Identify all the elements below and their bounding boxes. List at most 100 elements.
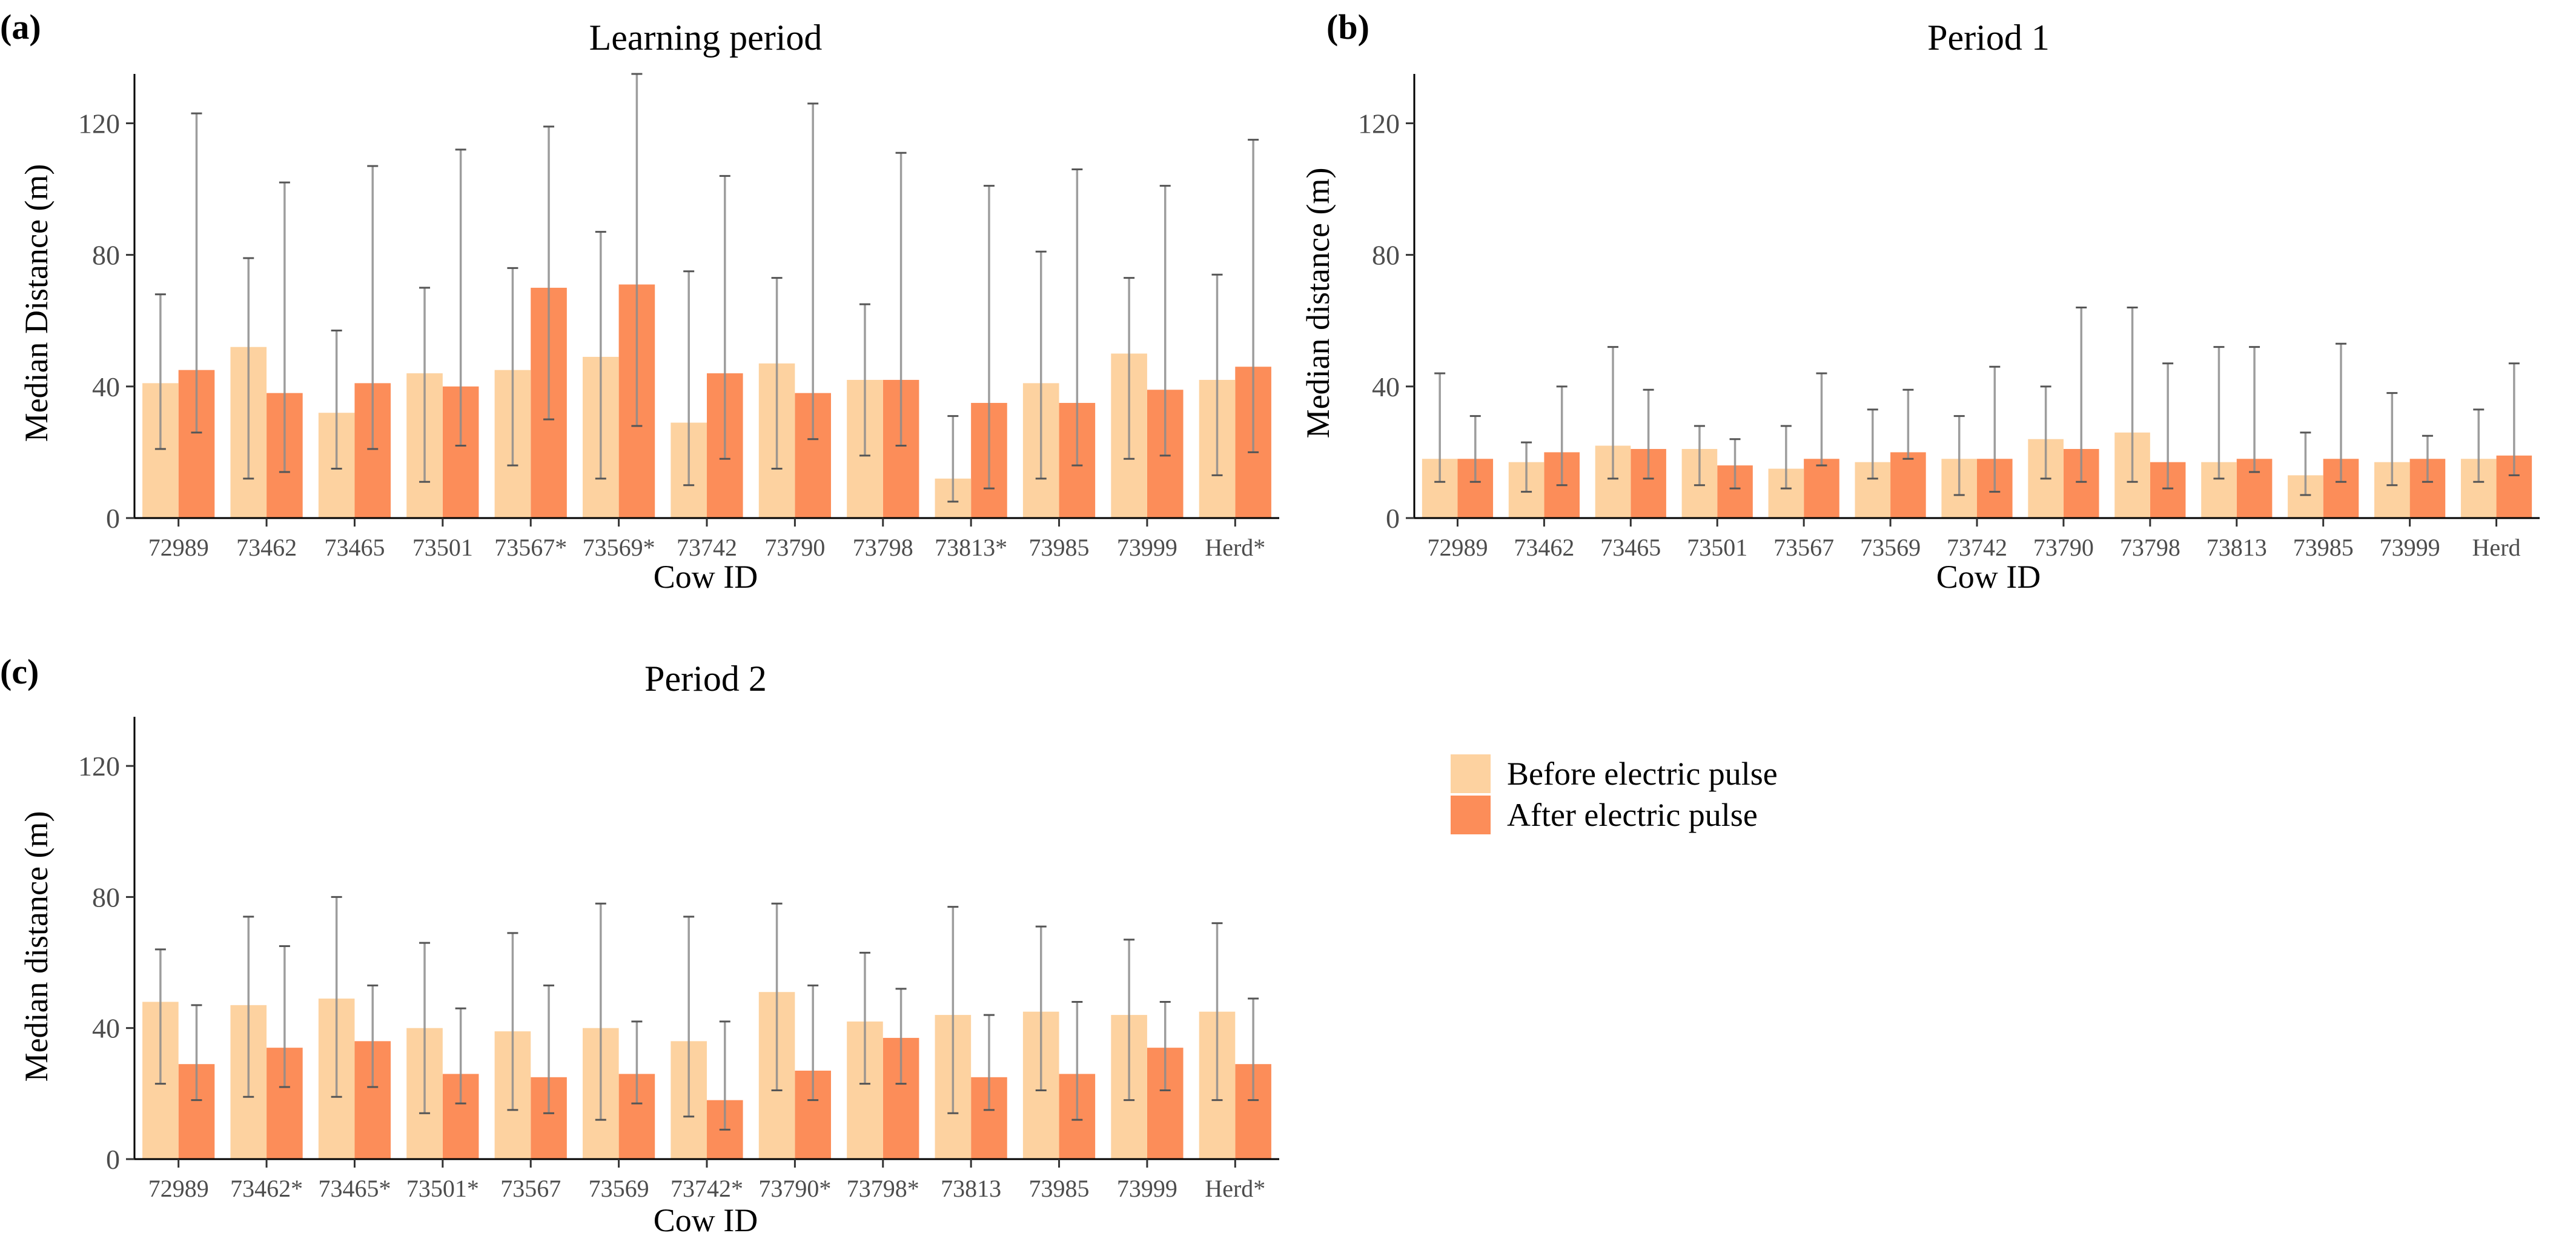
- error-bar-after: [1729, 438, 1741, 490]
- error-bar-after: [1071, 1000, 1083, 1121]
- error-bar-after: [719, 175, 730, 460]
- chart-panel-period-2: (c) Period 2 Median distance (m) Cow ID …: [0, 652, 1279, 1238]
- error-bar-after: [2508, 362, 2520, 476]
- x-tick-label: 73465: [324, 534, 385, 561]
- error-bar-after: [807, 984, 819, 1102]
- panel-tag: (a): [0, 7, 41, 47]
- error-bar-before: [2300, 431, 2311, 496]
- x-tick-label: 73742*: [670, 1175, 743, 1202]
- error-bar-before: [1780, 425, 1792, 490]
- x-tick-label: 72989: [148, 534, 209, 561]
- error-bar-before: [771, 277, 783, 470]
- error-bar-before: [2386, 392, 2398, 487]
- error-bar-before: [243, 916, 254, 1098]
- x-tick-label: 73462: [1514, 534, 1574, 561]
- y-tick-label: 40: [92, 371, 120, 402]
- error-bar-before: [859, 951, 870, 1085]
- legend-swatch-before: [1451, 754, 1491, 793]
- x-tick-label: 73790: [2033, 534, 2094, 561]
- y-tick-label: 120: [78, 751, 120, 782]
- x-tick-label: 73742: [1947, 534, 2007, 561]
- error-bar-after: [2335, 342, 2346, 483]
- error-bar-before: [331, 896, 342, 1098]
- error-bar-after: [279, 945, 290, 1088]
- x-tick-label: 73999: [1117, 1175, 1177, 1202]
- y-tick-label: 0: [106, 503, 120, 534]
- x-tick-label: 73567: [500, 1175, 561, 1202]
- error-bar-before: [683, 270, 695, 487]
- error-bar-after: [367, 984, 379, 1088]
- error-bar-after: [983, 185, 995, 490]
- error-bar-before: [1867, 408, 1878, 480]
- error-bar-before: [243, 257, 254, 480]
- legend: Before electric pulse After electric pul…: [1451, 754, 1778, 834]
- error-bar-after: [895, 988, 907, 1085]
- x-tick-label: 73813*: [935, 534, 1007, 561]
- error-bar-before: [947, 415, 959, 503]
- error-bar-before: [2473, 408, 2485, 483]
- x-tick-label: 73462*: [230, 1175, 303, 1202]
- x-tick-label: 73567: [1773, 534, 1834, 561]
- x-tick-label: Herd: [2472, 534, 2521, 561]
- x-tick-label: Herd*: [1205, 534, 1265, 561]
- error-bar-after: [191, 112, 202, 434]
- error-bar-after: [631, 73, 643, 427]
- y-tick-label: 0: [106, 1144, 120, 1175]
- error-bar-after: [1989, 365, 2001, 493]
- error-bar-after: [455, 1007, 466, 1105]
- error-bar-before: [1521, 441, 1532, 493]
- error-bar-before: [947, 906, 959, 1114]
- x-tick-label: 73790*: [758, 1175, 831, 1202]
- error-bar-before: [331, 330, 342, 470]
- error-bar-after: [191, 1004, 202, 1102]
- chart-title: Period 1: [1927, 18, 2050, 58]
- x-tick-label: 73742: [677, 534, 737, 561]
- x-tick-label: 73798: [853, 534, 913, 561]
- x-tick-label: 73501: [1687, 534, 1747, 561]
- y-tick-label: 80: [92, 240, 120, 271]
- x-tick-label: 73569: [589, 1175, 649, 1202]
- error-bar-before: [2213, 346, 2225, 480]
- error-bar-after: [1902, 388, 1914, 460]
- x-tick-label: 73985: [1029, 534, 1090, 561]
- error-bar-after: [543, 984, 555, 1114]
- y-tick-label: 80: [1372, 240, 1400, 271]
- x-tick-label: 73798: [2120, 534, 2180, 561]
- x-tick-label: 73465: [1600, 534, 1661, 561]
- error-bar-before: [1035, 925, 1047, 1091]
- error-bar-after: [543, 125, 555, 421]
- error-bar-before: [1608, 346, 1619, 480]
- x-axis-title: Cow ID: [654, 559, 758, 595]
- bar-after: [1890, 452, 1926, 518]
- error-bar-after: [1248, 997, 1259, 1102]
- y-axis-title: Median distance (m): [18, 811, 55, 1082]
- y-tick-label: 120: [78, 108, 120, 139]
- error-bar-before: [507, 267, 518, 467]
- x-tick-label: 73465*: [318, 1175, 391, 1202]
- y-axis-title: Median Distance (m): [18, 164, 55, 442]
- error-bar-after: [1248, 139, 1259, 453]
- x-tick-label: 73999: [2380, 534, 2440, 561]
- error-bar-before: [2040, 385, 2051, 480]
- error-bar-before: [859, 303, 870, 457]
- y-tick-label: 40: [1372, 371, 1400, 402]
- error-bar-before: [1434, 372, 1446, 483]
- chart-panel-learning: (a) Learning period Median Distance (m) …: [0, 7, 1279, 595]
- x-tick-label: 73813: [2207, 534, 2267, 561]
- panel-tag: (c): [0, 652, 39, 691]
- x-tick-label: 72989: [1427, 534, 1488, 561]
- error-bar-after: [2162, 362, 2174, 490]
- x-tick-label: 73567*: [494, 534, 567, 561]
- x-tick-label: 73813: [941, 1175, 1001, 1202]
- x-tick-label: 73790: [764, 534, 825, 561]
- error-bar-before: [683, 916, 695, 1118]
- x-tick-label: 73462: [236, 534, 297, 561]
- error-bar-after: [279, 181, 290, 473]
- y-tick-label: 0: [1386, 503, 1400, 534]
- error-bar-before: [419, 287, 431, 483]
- x-tick-label: 72989: [148, 1175, 209, 1202]
- error-bar-before: [1211, 273, 1223, 476]
- error-bar-after: [367, 165, 379, 450]
- error-bar-after: [1159, 1000, 1171, 1091]
